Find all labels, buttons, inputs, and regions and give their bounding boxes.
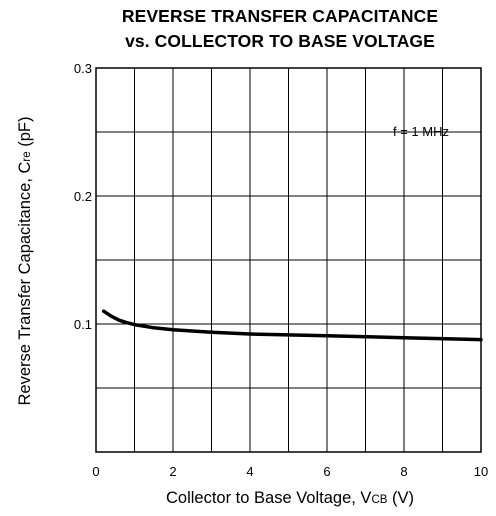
y-axis-label-sub: re — [21, 151, 33, 161]
plot-frame — [95, 67, 482, 453]
x-axis-label-main: Collector to Base Voltage, V — [166, 489, 371, 507]
y-tick-label: 0.2 — [74, 189, 92, 204]
x-tick-label: 6 — [323, 464, 330, 479]
grid — [96, 68, 481, 452]
x-tick-label: 0 — [92, 464, 99, 479]
x-axis-label-sub: CB — [371, 494, 387, 506]
x-tick-label: 4 — [246, 464, 253, 479]
series-line — [101, 309, 483, 342]
series-layer — [101, 309, 483, 342]
x-tick-label: 10 — [474, 464, 488, 479]
x-tick-label: 8 — [400, 464, 407, 479]
y-axis-label-main: Reverse Transfer Capacitance, C — [16, 161, 34, 405]
x-tick-labels: 0 2 4 6 8 10 — [92, 464, 488, 479]
x-axis-label-unit: (V) — [387, 489, 414, 507]
y-tick-label: 0.3 — [74, 61, 92, 76]
frequency-annotation: f = 1 MHz — [393, 124, 449, 139]
y-tick-label: 0.1 — [74, 317, 92, 332]
chart-title-line1: REVERSE TRANSFER CAPACITANCE — [121, 6, 439, 26]
y-tick-labels: 0.1 0.2 0.3 — [74, 61, 92, 332]
x-axis-label: Collector to Base Voltage, VCB (V) — [166, 489, 414, 507]
x-tick-label: 2 — [169, 464, 176, 479]
y-axis-label: Reverse Transfer Capacitance, Cre (pF) — [16, 116, 34, 405]
y-axis-label-unit: (pF) — [16, 116, 34, 151]
chart-title-line2: vs. COLLECTOR TO BASE VOLTAGE — [125, 31, 435, 51]
